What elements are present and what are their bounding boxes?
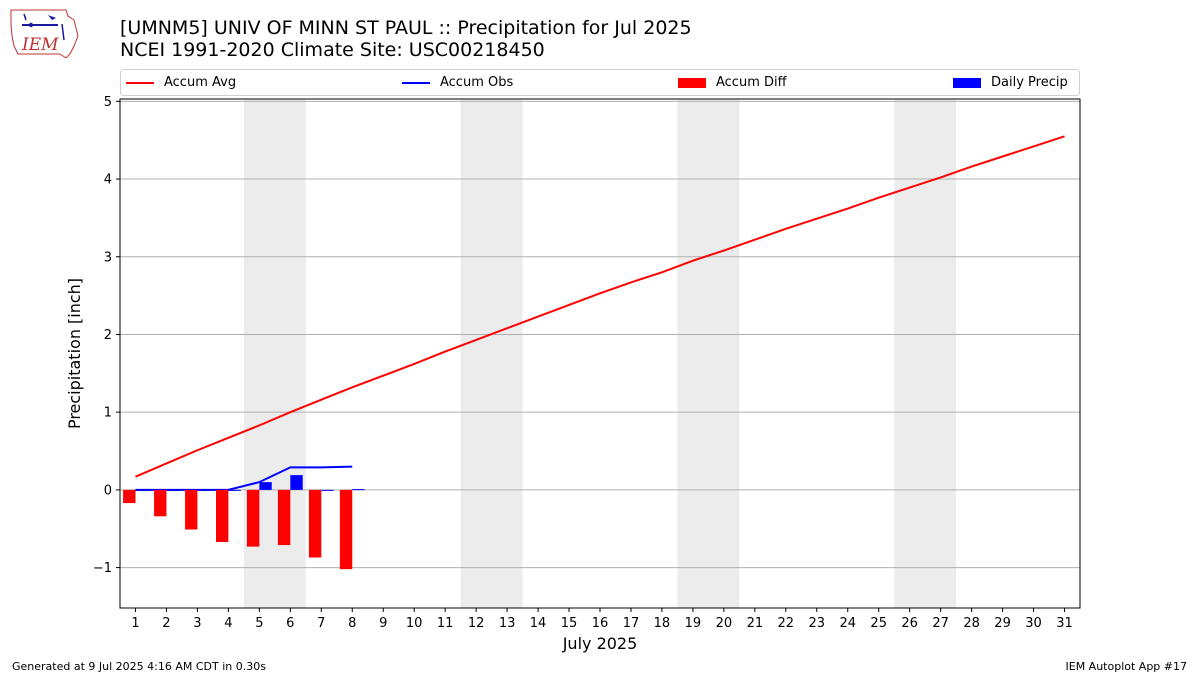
accum-diff-bar-6 <box>277 489 291 546</box>
iem-logo-text: IEM <box>21 35 59 55</box>
xtick-label-10: 10 <box>406 616 423 631</box>
daily-precip-bar-5 <box>259 482 272 490</box>
legend-swatch-accum-obs <box>402 81 430 84</box>
legend-swatch-accum-diff <box>678 77 706 88</box>
ytick-label-5: 4 <box>104 173 112 188</box>
legend-swatch-accum-avg <box>126 81 154 84</box>
x-axis-label: July 2025 <box>562 634 638 653</box>
ytick-label-1: 0 <box>104 483 112 498</box>
legend-label-accum-diff: Accum Diff <box>716 75 787 90</box>
accum-diff-bar-2 <box>154 489 167 517</box>
xtick-label-16: 16 <box>592 616 609 631</box>
ytick-label-3: 2 <box>104 328 112 343</box>
daily-precip-bar-7 <box>321 489 334 491</box>
app-credit: IEM Autoplot App #17 <box>1065 660 1188 673</box>
weekend-band-3 <box>677 99 740 608</box>
ytick-label-2: 1 <box>104 406 112 421</box>
xtick-label-11: 11 <box>437 616 454 631</box>
legend-item-daily-precip: Daily Precip <box>953 70 1068 95</box>
plot-frame <box>119 98 1081 609</box>
chart-title: [UMNM5] UNIV OF MINN ST PAUL :: Precipit… <box>120 17 692 39</box>
xtick-label-1: 1 <box>131 616 139 631</box>
xtick-label-28: 28 <box>963 616 980 631</box>
xtick-label-15: 15 <box>561 616 578 631</box>
xtick-label-29: 29 <box>994 616 1011 631</box>
daily-precip-bar-3 <box>197 489 210 491</box>
daily-precip-bar-6 <box>290 475 303 490</box>
accum-diff-bar-5 <box>246 489 260 547</box>
xtick-label-8: 8 <box>348 616 356 631</box>
xtick-label-24: 24 <box>839 616 856 631</box>
xtick-label-5: 5 <box>255 616 263 631</box>
xtick-label-21: 21 <box>747 616 764 631</box>
legend-item-accum-diff: Accum Diff <box>678 70 787 95</box>
weekend-band-4 <box>894 99 957 608</box>
generated-timestamp: Generated at 9 Jul 2025 4:16 AM CDT in 0… <box>12 660 266 673</box>
xtick-label-3: 3 <box>193 616 201 631</box>
chart-subtitle: NCEI 1991-2020 Climate Site: USC00218450 <box>120 39 545 61</box>
legend-swatch-daily-precip <box>953 77 981 88</box>
xtick-label-9: 9 <box>379 616 387 631</box>
ytick-label-6: 5 <box>104 95 112 110</box>
ytick-label-0: −1 <box>93 561 112 576</box>
legend-label-daily-precip: Daily Precip <box>991 75 1068 90</box>
xtick-label-12: 12 <box>468 616 485 631</box>
xtick-label-20: 20 <box>716 616 733 631</box>
xtick-label-2: 2 <box>162 616 170 631</box>
xtick-label-22: 22 <box>778 616 795 631</box>
xtick-label-4: 4 <box>224 616 232 631</box>
legend-item-accum-obs: Accum Obs <box>402 70 513 95</box>
xtick-label-31: 31 <box>1056 616 1073 631</box>
weekend-band-2 <box>460 99 523 608</box>
legend-label-accum-avg: Accum Avg <box>164 75 237 90</box>
xtick-label-27: 27 <box>932 616 949 631</box>
xtick-label-13: 13 <box>499 616 516 631</box>
xtick-label-7: 7 <box>317 616 325 631</box>
xtick-label-19: 19 <box>685 616 702 631</box>
iem-logo: IEM <box>8 6 80 62</box>
xtick-label-18: 18 <box>654 616 671 631</box>
accum-diff-bar-3 <box>185 489 198 530</box>
chart-legend: Accum Avg Accum Obs Accum Diff Daily Pre… <box>120 69 1080 96</box>
daily-precip-bar-2 <box>166 489 179 491</box>
ytick-label-4: 3 <box>104 250 112 265</box>
daily-precip-bar-1 <box>135 489 148 491</box>
xtick-label-17: 17 <box>623 616 640 631</box>
accum-diff-bar-7 <box>308 489 322 558</box>
accum-diff-bar-1 <box>123 489 136 504</box>
xtick-label-14: 14 <box>530 616 547 631</box>
accum-diff-bar-8 <box>339 489 353 570</box>
y-axis-label: Precipitation [inch] <box>65 278 84 429</box>
legend-label-accum-obs: Accum Obs <box>440 75 514 90</box>
xtick-label-25: 25 <box>870 616 887 631</box>
daily-precip-bar-4 <box>228 489 241 491</box>
accum-diff-bar-4 <box>216 489 229 542</box>
xtick-label-23: 23 <box>809 616 826 631</box>
daily-precip-bar-8 <box>352 489 365 491</box>
legend-item-accum-avg: Accum Avg <box>126 70 236 95</box>
accum-avg-line <box>135 135 1065 478</box>
xtick-label-26: 26 <box>901 616 918 631</box>
xtick-label-6: 6 <box>286 616 294 631</box>
xtick-label-30: 30 <box>1025 616 1042 631</box>
